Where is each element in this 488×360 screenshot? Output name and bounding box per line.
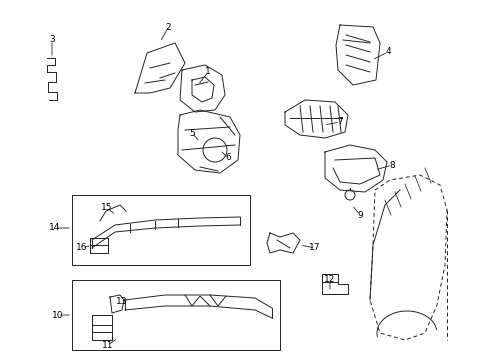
- Text: 17: 17: [308, 243, 320, 252]
- Text: 5: 5: [189, 129, 195, 138]
- Text: 14: 14: [49, 224, 61, 233]
- Text: 1: 1: [204, 68, 210, 77]
- Text: 12: 12: [324, 275, 335, 284]
- Text: 10: 10: [52, 310, 63, 320]
- Text: 3: 3: [49, 36, 55, 45]
- Text: 8: 8: [388, 161, 394, 170]
- Text: 2: 2: [165, 23, 170, 32]
- Bar: [72, 195, 249, 265]
- Text: 9: 9: [356, 211, 362, 220]
- Text: 13: 13: [116, 297, 127, 306]
- Text: 16: 16: [76, 243, 87, 252]
- Bar: [72, 280, 280, 350]
- Text: 11: 11: [102, 341, 114, 350]
- Text: 15: 15: [101, 203, 113, 212]
- Text: 7: 7: [336, 117, 342, 126]
- Text: 6: 6: [224, 153, 230, 162]
- Text: 4: 4: [385, 48, 390, 57]
